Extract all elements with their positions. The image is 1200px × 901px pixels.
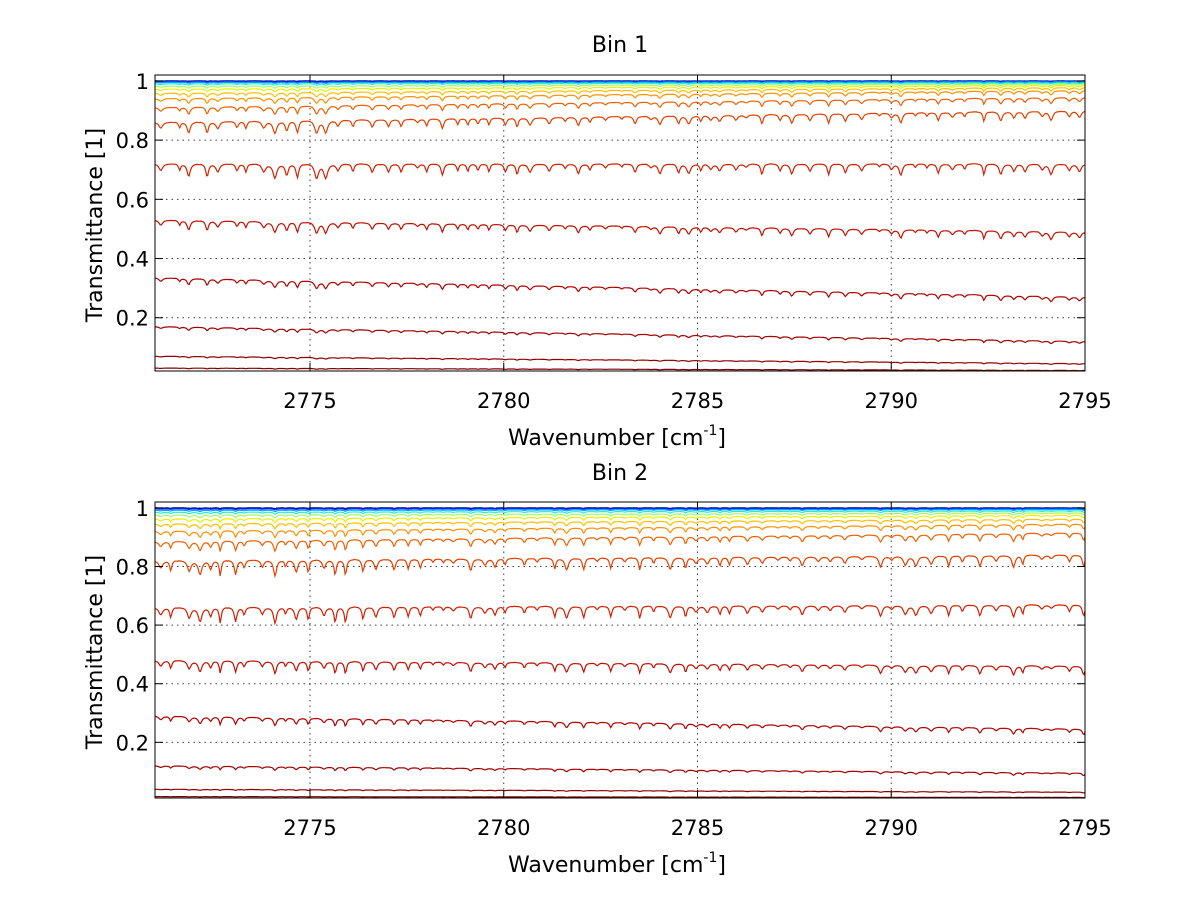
y-tick-label: 1: [136, 497, 149, 521]
x-tick-label: 2795: [1058, 816, 1111, 840]
ticks: 2775 2780 2785 2790 2795 0.2 0.4 0.6 0.8 1: [116, 497, 1112, 840]
x-tick-label: 2780: [477, 389, 530, 413]
series-line: [154, 219, 1086, 241]
x-tick-label: 2780: [477, 816, 530, 840]
series-line: [154, 660, 1086, 677]
y-tick-label: 0.8: [116, 129, 149, 153]
series-line: [155, 355, 1085, 366]
series-line: [154, 715, 1086, 736]
series-line: [154, 87, 1086, 98]
x-axis-label: Wavenumber [cm-1]: [508, 423, 726, 451]
x-tick-label: 2795: [1058, 389, 1111, 413]
series-line: [155, 84, 1086, 93]
x-tick-label: 2790: [865, 389, 918, 413]
series-line: [154, 163, 1086, 181]
y-tick-label: 0.6: [116, 614, 149, 638]
axes-frame: [154, 74, 1086, 372]
y-tick-label: 0.2: [116, 731, 149, 755]
x-tick-label: 2785: [671, 816, 724, 840]
y-tick-label: 0.4: [116, 673, 149, 697]
x-axis-label-superscript: -1: [703, 850, 717, 866]
ticks: 2775 2780 2785 2790 2795 0.2 0.4 0.6 0.8 1: [116, 70, 1112, 413]
series-line: [155, 510, 1086, 516]
plot-title: Bin 2: [592, 461, 648, 486]
series-line: [154, 97, 1086, 116]
y-tick-label: 0.4: [116, 248, 149, 272]
x-tick-label: 2775: [283, 816, 336, 840]
x-axis-label-superscript: -1: [703, 423, 717, 439]
series-line: [154, 518, 1086, 531]
series-line: [154, 90, 1086, 105]
series-group: [154, 80, 1086, 372]
y-tick-label: 0.6: [116, 188, 149, 212]
series-line: [155, 512, 1086, 519]
series-line: [155, 508, 1086, 513]
series-line: [155, 82, 1085, 86]
axes-frame: [154, 501, 1086, 799]
x-tick-label: 2785: [671, 389, 724, 413]
series-line: [154, 765, 1086, 777]
y-tick-label: 1: [136, 70, 149, 94]
x-tick-label: 2775: [283, 389, 336, 413]
series-line: [154, 110, 1086, 135]
y-tick-label: 0.2: [116, 307, 149, 331]
axes-box: [154, 501, 1086, 799]
plot-title: Bin 1: [592, 33, 648, 58]
series-line: [154, 326, 1086, 345]
series-line: [155, 83, 1086, 89]
series-line: [154, 523, 1086, 540]
series-line: [154, 277, 1086, 303]
x-axis-label: Wavenumber [cm-1]: [508, 850, 726, 878]
panel-bin-2: Bin 2 2775 2780 2785 2790 27950.20.40.60.81 …: [83, 461, 1112, 878]
x-tick-label: 2790: [865, 816, 918, 840]
series-line: [154, 604, 1086, 626]
series-line: [154, 532, 1086, 553]
series-line: [154, 514, 1086, 524]
axes-box: [154, 74, 1086, 372]
y-axis-label: Transmittance [1]: [83, 555, 108, 750]
y-tick-label: 0.8: [116, 555, 149, 579]
y-axis-label: Transmittance [1]: [83, 128, 108, 323]
panel-bin-1: Bin 1 2775 2780 2785 2790 27950.20.40.60.81 …: [83, 33, 1112, 451]
series-line: [154, 554, 1086, 579]
